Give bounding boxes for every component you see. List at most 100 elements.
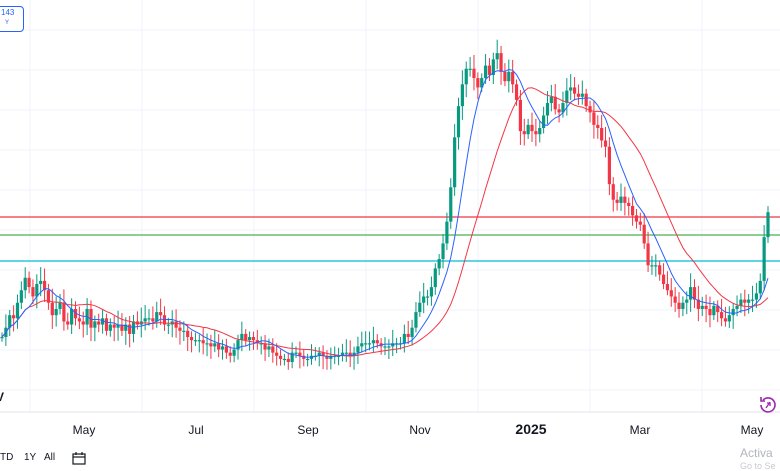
candle-body — [46, 290, 51, 303]
candle-body — [665, 284, 670, 291]
candle-body — [627, 202, 631, 206]
candle-body — [298, 352, 302, 356]
candle-body — [565, 90, 569, 104]
candle-body — [661, 274, 666, 284]
candle-body — [205, 343, 209, 345]
candle-body — [294, 352, 298, 354]
candle-body — [159, 312, 163, 316]
candle-body — [739, 299, 743, 306]
candle-body — [375, 340, 379, 344]
candle-body — [406, 333, 410, 338]
candle-body — [217, 343, 221, 350]
candle-body — [360, 343, 364, 347]
candle-body — [437, 259, 441, 269]
candle-body — [317, 352, 321, 356]
candle-body — [696, 299, 700, 309]
timeframe-all[interactable]: All — [44, 452, 56, 463]
candle-body — [592, 112, 596, 125]
candle-body — [642, 224, 646, 244]
candle-body — [572, 87, 577, 94]
candle-body — [766, 212, 770, 238]
candle-body — [228, 352, 232, 356]
candle-body — [758, 280, 762, 294]
candle-body — [35, 284, 39, 297]
candle-body — [542, 115, 546, 128]
candle-body — [128, 324, 132, 334]
candle-body — [681, 302, 685, 309]
candle-body — [12, 315, 16, 319]
candle-body — [545, 103, 550, 116]
candle-body — [367, 343, 372, 345]
price-chart[interactable]: May Jul Sep Nov 2025 Mar May — [0, 0, 780, 446]
activation-watermark: Activa — [740, 446, 773, 460]
candle-body — [193, 340, 198, 342]
candle-body — [255, 340, 259, 344]
candle-body — [480, 78, 484, 88]
candle-body — [708, 308, 712, 316]
candle-body — [495, 53, 499, 60]
candle-body — [716, 305, 720, 313]
candle-body — [348, 352, 352, 356]
candle-body — [244, 333, 248, 341]
candle-body — [549, 96, 553, 104]
candle-body — [329, 355, 333, 359]
candle-body — [499, 53, 503, 72]
candle-body — [654, 265, 658, 267]
candle-body — [677, 302, 681, 309]
candle-body — [178, 327, 182, 331]
candle-body — [596, 124, 600, 128]
candle-body — [491, 59, 495, 75]
candle-body — [356, 346, 360, 353]
legend-line1: 143 — [1, 8, 15, 17]
candle-body — [441, 243, 445, 260]
candle-body — [735, 305, 739, 309]
reset-scale-icon[interactable] — [758, 396, 778, 414]
candle-body — [54, 308, 58, 316]
candle-body — [50, 302, 54, 316]
legend-line2: Y — [5, 20, 10, 26]
candle-body — [278, 355, 283, 359]
candle-body — [750, 299, 755, 301]
candle-body — [689, 287, 693, 300]
timeframe-1y[interactable]: 1Y — [24, 452, 37, 463]
symbol-legend[interactable]: 143 Y — [0, 6, 24, 32]
candle-body — [189, 337, 194, 341]
candle-body — [615, 199, 619, 203]
candle-body — [576, 93, 581, 97]
candle-body — [650, 265, 654, 267]
tradingview-logo[interactable]: V — [0, 390, 5, 404]
time-axis-label: Sep — [297, 423, 319, 437]
candle-body — [727, 315, 731, 322]
time-axis-label: May — [741, 423, 764, 437]
candle-body — [619, 196, 623, 203]
candle-body — [81, 321, 85, 325]
candle-body — [124, 324, 128, 331]
candle-body — [197, 340, 201, 342]
candle-body — [263, 343, 267, 350]
candle-body — [325, 355, 329, 359]
candle-body — [19, 290, 23, 303]
timeframe-ytd[interactable]: TD — [0, 452, 14, 463]
candle-body — [27, 277, 31, 288]
time-axis-label: 2025 — [515, 421, 546, 437]
candle-body — [120, 324, 124, 331]
candle-body — [58, 302, 62, 309]
moving-average-slow — [1, 87, 769, 357]
candle-body — [526, 124, 530, 135]
candle-body — [224, 346, 228, 353]
candle-body — [232, 349, 236, 356]
candle-body — [100, 318, 105, 325]
candle-body — [247, 337, 252, 341]
candle-body — [186, 330, 190, 338]
activation-watermark-sub: Go to Se — [740, 461, 776, 471]
candle-body — [476, 78, 480, 88]
candle-body — [433, 268, 437, 288]
candle-body — [112, 324, 116, 328]
candle-body — [151, 318, 155, 322]
candle-body — [286, 358, 290, 362]
candle-body — [638, 221, 642, 225]
candle-body — [538, 128, 542, 135]
candle-body — [236, 340, 240, 350]
candle-body — [166, 324, 170, 326]
calendar-range-icon[interactable] — [72, 451, 86, 465]
